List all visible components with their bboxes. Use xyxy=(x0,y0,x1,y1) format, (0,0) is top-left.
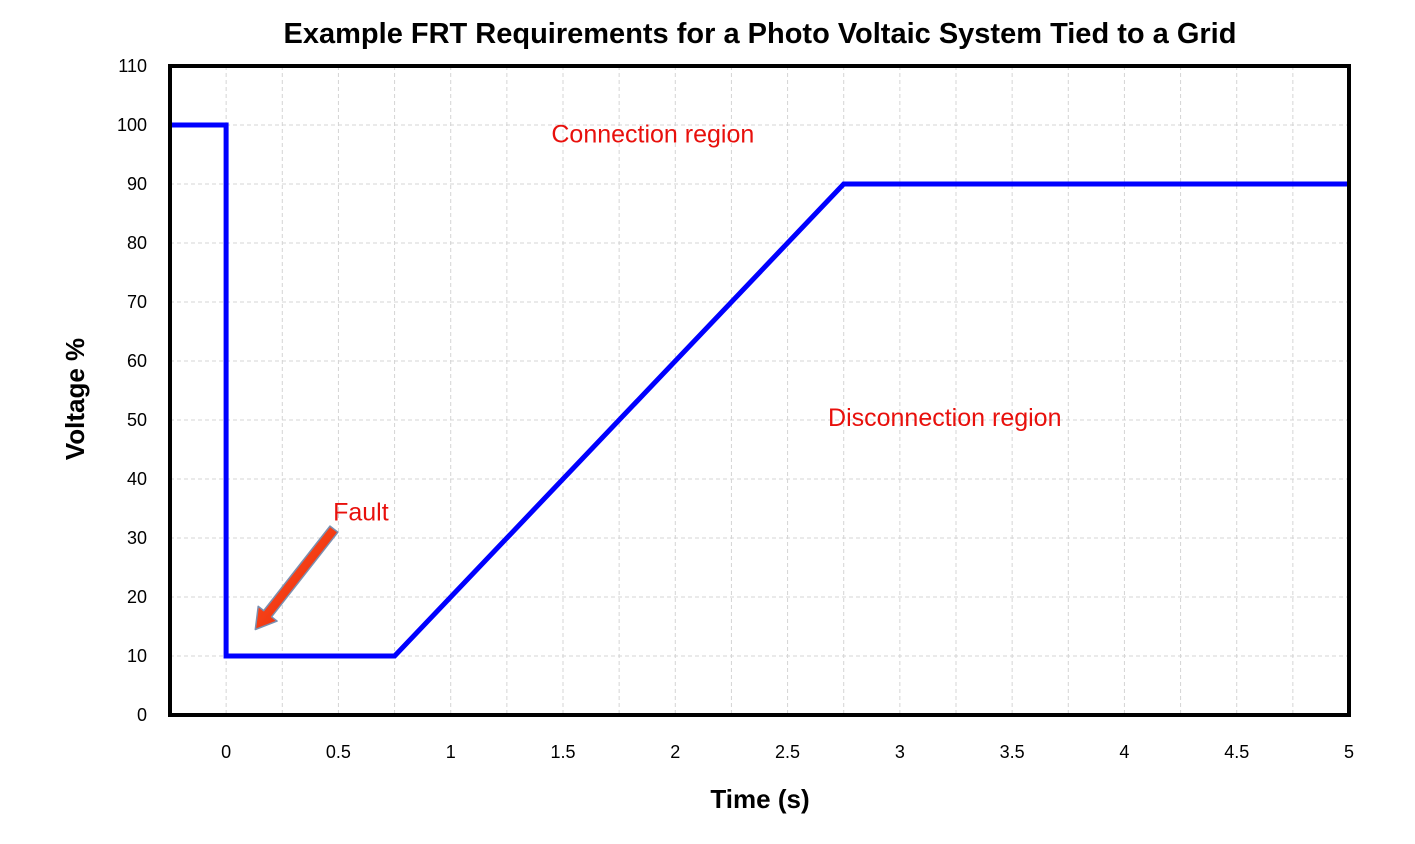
annotation-connection-region: Connection region xyxy=(551,121,754,149)
y-tick-label: 100 xyxy=(117,115,147,135)
x-tick-label: 4 xyxy=(1119,742,1129,762)
annotation-fault: Fault xyxy=(333,498,389,526)
y-tick-label: 110 xyxy=(118,56,147,76)
x-tick-label: 2 xyxy=(670,742,680,762)
fault-arrow xyxy=(254,525,339,631)
series-line xyxy=(170,122,1349,659)
x-tick-label: 5 xyxy=(1344,742,1354,762)
x-tick-label: 0.5 xyxy=(326,742,351,762)
x-tick-label: 2.5 xyxy=(775,742,800,762)
y-tick-label: 70 xyxy=(127,292,147,312)
gridlines xyxy=(169,65,1350,716)
y-tick-label: 60 xyxy=(127,351,147,371)
y-tick-label: 0 xyxy=(137,705,147,725)
x-tick-label: 3 xyxy=(895,742,905,762)
y-tick-label: 50 xyxy=(127,410,147,430)
x-tick-label: 1.5 xyxy=(550,742,575,762)
plot-frame xyxy=(168,64,1351,717)
x-tick-label: 3.5 xyxy=(1000,742,1025,762)
x-axis-title: Time (s) xyxy=(710,784,809,814)
y-tick-label: 90 xyxy=(127,174,147,194)
annotations: Connection region Disconnection region Fau… xyxy=(254,121,1062,631)
annotation-disconnection-region: Disconnection region xyxy=(828,404,1061,432)
chart-title: Example FRT Requirements for a Photo Vol… xyxy=(284,18,1237,50)
y-tick-label: 30 xyxy=(127,528,147,548)
y-axis-title: Voltage % xyxy=(60,338,90,460)
y-tick-label: 80 xyxy=(127,233,147,253)
tick-labels: 0 0.5 1 1.5 2 2.5 3 3.5 4 4.5 50102030405060708090… xyxy=(117,56,1354,762)
x-tick-label: 4.5 xyxy=(1224,742,1249,762)
y-tick-label: 20 xyxy=(127,587,147,607)
y-tick-label: 40 xyxy=(127,469,147,489)
x-tick-label: 1 xyxy=(446,742,456,762)
y-tick-label: 10 xyxy=(127,646,147,666)
x-tick-label: 0 xyxy=(221,742,231,762)
series-layer xyxy=(170,122,1349,659)
